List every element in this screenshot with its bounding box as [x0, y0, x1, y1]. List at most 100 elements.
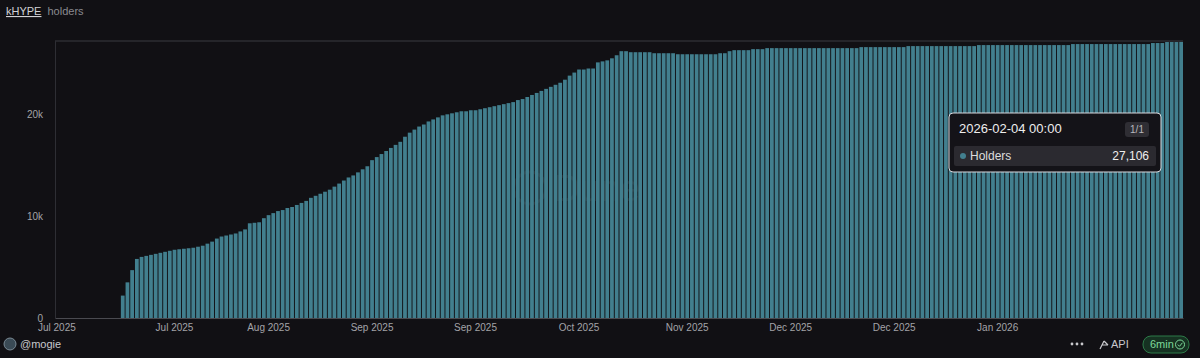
bar — [892, 47, 896, 318]
x-tick: Sep 2025 — [351, 318, 394, 333]
x-tick: Oct 2025 — [559, 318, 600, 333]
bar — [445, 114, 449, 318]
bar — [507, 103, 511, 318]
bar — [803, 48, 807, 318]
bar — [1024, 45, 1028, 318]
bar — [864, 47, 868, 318]
title: kHYPE — [6, 5, 41, 17]
bar — [1043, 45, 1047, 318]
bar — [657, 53, 661, 318]
bar — [243, 229, 247, 318]
refresh-label: 6min — [1150, 338, 1174, 350]
bar — [262, 218, 266, 318]
bar — [361, 169, 365, 318]
api-label: API — [1111, 338, 1129, 350]
bar — [549, 87, 553, 318]
bar — [93, 318, 97, 319]
bar — [610, 58, 614, 318]
bar — [765, 48, 769, 318]
x-tick-label: Sep 2025 — [454, 322, 497, 333]
x-axis: Jul 2025Jul 2025Aug 2025Sep 2025Sep 2025… — [38, 318, 1184, 333]
bar — [267, 215, 271, 318]
bar — [88, 318, 92, 319]
x-tick: Dec 2025 — [873, 318, 916, 333]
x-tick-label: Jul 2025 — [156, 322, 194, 333]
bar — [756, 49, 760, 318]
bar — [718, 53, 722, 318]
x-tick-label: Jan 2026 — [977, 322, 1019, 333]
x-tick: Aug 2025 — [247, 318, 290, 333]
bar — [1170, 42, 1174, 318]
bar — [939, 46, 943, 318]
bar — [412, 130, 416, 318]
bar — [394, 145, 398, 318]
bar — [1033, 45, 1037, 318]
bar — [333, 187, 337, 318]
bar — [464, 111, 468, 318]
bar — [492, 106, 496, 318]
bar — [1099, 44, 1103, 318]
bar — [173, 250, 177, 318]
subtitle: holders — [47, 5, 84, 17]
bar — [742, 50, 746, 318]
background — [0, 0, 1200, 358]
bar — [220, 237, 224, 318]
bar — [935, 46, 939, 318]
bar — [234, 233, 238, 318]
bar — [822, 48, 826, 318]
tooltip: 2026-02-04 00:001/1Holders27,106 — [949, 113, 1161, 172]
bar — [1066, 45, 1070, 318]
bar — [888, 47, 892, 318]
bar — [1137, 44, 1141, 318]
bar — [859, 47, 863, 318]
bar — [535, 93, 539, 318]
bar — [883, 47, 887, 318]
bar — [389, 148, 393, 318]
menu-dot — [1071, 343, 1074, 346]
bar — [337, 184, 341, 318]
bar — [248, 223, 252, 318]
bar — [351, 175, 355, 318]
x-tick-label: Nov 2025 — [666, 322, 709, 333]
bar — [1146, 44, 1150, 318]
bar — [746, 50, 750, 318]
bar — [916, 46, 920, 318]
bar — [516, 100, 520, 318]
bar — [215, 239, 219, 318]
bar — [784, 48, 788, 318]
tooltip-page-pill — [1125, 122, 1149, 137]
menu-dot — [1081, 343, 1084, 346]
bar — [761, 49, 765, 318]
bar — [224, 236, 228, 318]
bar — [558, 83, 562, 318]
bar — [436, 117, 440, 318]
bar — [1109, 44, 1113, 318]
bar — [751, 49, 755, 318]
bar — [431, 119, 435, 318]
bar — [1123, 44, 1127, 318]
bar — [897, 47, 901, 318]
bar — [968, 46, 972, 318]
bar — [577, 70, 581, 318]
bar — [530, 95, 534, 318]
bar — [930, 46, 934, 318]
bar — [276, 211, 280, 318]
bar — [342, 181, 346, 318]
bar — [1151, 43, 1155, 318]
bar — [1057, 45, 1061, 318]
refresh-check-mark — [1178, 343, 1183, 347]
plot-area — [121, 42, 1183, 318]
bar — [667, 53, 671, 318]
bar — [972, 46, 976, 318]
bar — [1090, 44, 1094, 318]
y-tick: 10k — [27, 211, 55, 222]
bar — [977, 45, 981, 318]
x-tick: Nov 2025 — [666, 318, 709, 333]
api-icon — [1100, 341, 1108, 349]
bar — [826, 48, 830, 318]
bar — [709, 54, 713, 318]
bar — [911, 46, 915, 318]
bar — [191, 248, 195, 318]
bar — [158, 253, 162, 318]
bar — [206, 244, 210, 318]
